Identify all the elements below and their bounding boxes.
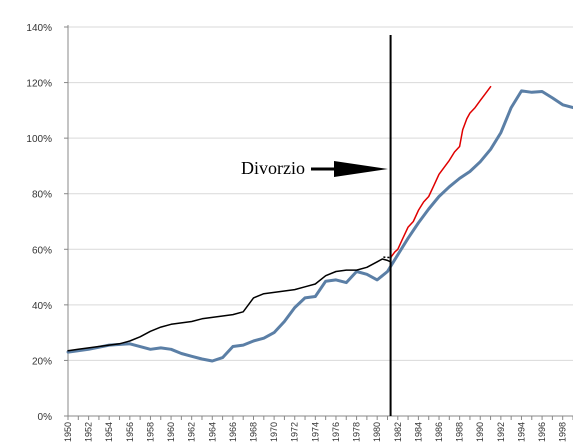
y-tick-label: 60%	[32, 245, 52, 256]
y-tick-label: 20%	[32, 356, 52, 367]
x-tick-label: 1998	[558, 422, 568, 442]
series-line-2	[67, 258, 392, 352]
x-tick-label: 1966	[228, 422, 238, 442]
x-axis-ticks: 1950 1952 1954 1956 1958 1960 1962 1964 1966 1968…	[63, 422, 568, 442]
x-tick-label: 1996	[537, 422, 547, 442]
x-tick-label: 1986	[434, 422, 444, 442]
x-tick-label: 1968	[249, 422, 259, 442]
series-line-3	[389, 85, 492, 259]
annotations: Divorzio	[241, 35, 392, 416]
x-tick-label: 1958	[145, 422, 155, 442]
x-tick-label: 1954	[104, 422, 114, 442]
x-tick-label: 1952	[84, 422, 94, 442]
x-tick-label: 1988	[455, 422, 465, 442]
x-tick-label: 1964	[207, 422, 217, 442]
x-tick-label: 1950	[63, 422, 73, 442]
x-tick-label: 1992	[496, 422, 506, 442]
y-tick-label: 120%	[26, 79, 52, 90]
x-tick-label: 1974	[310, 422, 320, 442]
x-tick-label: 1978	[352, 422, 362, 442]
x-tick-label: 1970	[269, 422, 279, 442]
y-tick-label: 100%	[26, 134, 52, 145]
divorzio-label: Divorzio	[241, 158, 305, 178]
gridlines	[68, 26, 573, 361]
x-tick-label: 1984	[413, 422, 423, 442]
x-tick-label: 1990	[475, 422, 485, 442]
x-tick-label: 1994	[516, 422, 526, 442]
break-connector	[383, 256, 392, 259]
series-line-1	[66, 89, 573, 363]
x-tick-label: 1982	[393, 422, 403, 442]
x-tick-label: 1962	[187, 422, 197, 442]
y-axis-ticks: 0% 20% 40% 60% 80% 100% 120% 140%	[26, 23, 52, 423]
series	[66, 85, 573, 363]
x-tick-label: 1972	[290, 422, 300, 442]
x-tick-label: 1956	[125, 422, 135, 442]
y-tick-label: 40%	[32, 301, 52, 312]
y-tick-label: 0%	[38, 412, 53, 423]
x-tick-label: 1960	[166, 422, 176, 442]
x-tick-label: 1976	[331, 422, 341, 442]
arrow-head-icon	[334, 161, 388, 177]
y-tick-label: 80%	[32, 190, 52, 201]
y-tick-label: 140%	[26, 23, 52, 34]
x-tick-label: 1980	[372, 422, 382, 442]
